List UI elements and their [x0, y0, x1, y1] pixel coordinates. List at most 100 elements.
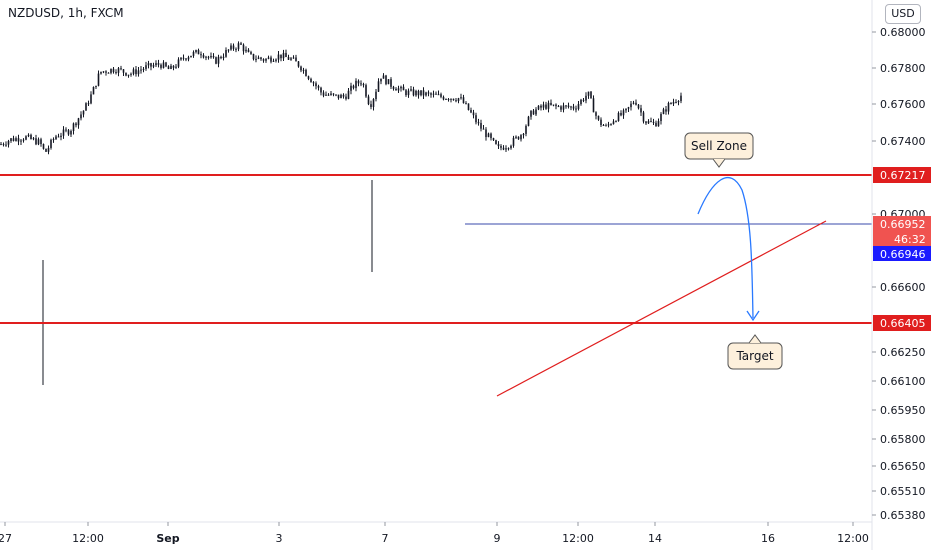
candle-body [137, 70, 140, 75]
candle-body [125, 72, 127, 76]
candle-body [237, 43, 240, 50]
currency-button[interactable]: USD [885, 4, 921, 24]
y-tick-label: 0.67600 [880, 98, 926, 111]
candle-body [657, 121, 660, 127]
candle-body [67, 130, 70, 135]
candle-body [337, 94, 340, 99]
candle-body [277, 54, 280, 60]
candle-body [65, 129, 67, 131]
candle-body [202, 55, 205, 58]
candle-body [180, 57, 182, 60]
candle-body [107, 72, 110, 74]
candle-body [525, 125, 527, 134]
candle-body [17, 138, 20, 142]
candle-body [157, 63, 160, 65]
candle-body [40, 139, 42, 144]
candle-body [467, 103, 470, 111]
candle-body [320, 87, 322, 93]
candle-body [140, 69, 142, 71]
arrow-head-icon [746, 310, 760, 322]
candle-body [442, 96, 445, 100]
candle-body [220, 56, 222, 59]
candle-body [395, 88, 397, 91]
trendline [496, 220, 827, 397]
candle-body [665, 109, 667, 112]
candle-body [607, 124, 610, 126]
candle-body [60, 135, 62, 138]
candle-body [250, 52, 252, 54]
candle-body [270, 57, 272, 62]
candle-body [425, 92, 427, 96]
candle-body [285, 52, 287, 57]
candle-body [215, 57, 217, 64]
x-tick-label: 12:00 [837, 532, 869, 545]
candle-body [120, 68, 122, 70]
candle-body [427, 92, 430, 94]
candle-body [462, 97, 465, 104]
candle-body [30, 134, 32, 139]
candle-body [487, 133, 490, 138]
candle-body [420, 90, 422, 96]
candle-body [82, 110, 85, 115]
y-tick-label: 0.68000 [880, 26, 926, 39]
candle-body [625, 108, 627, 111]
candle-body [325, 94, 327, 96]
candles-group [0, 41, 682, 385]
candle-body [502, 147, 505, 150]
candle-body [10, 138, 12, 141]
candle-body [147, 63, 150, 66]
candle-body [492, 138, 495, 141]
callout-text: Sell Zone [691, 139, 747, 153]
candle-body [192, 52, 195, 56]
candle-body [232, 45, 235, 49]
candle-body [597, 115, 600, 120]
price-tag-label: 46:32 [894, 233, 926, 246]
candle-body [35, 138, 37, 145]
candle-body [547, 102, 550, 109]
candle-body [20, 140, 22, 142]
candle-body [482, 128, 485, 130]
candle-body [290, 58, 292, 60]
candle-body [575, 108, 577, 110]
candle-body [7, 140, 10, 145]
candle-body [280, 54, 282, 59]
candle-body [405, 90, 407, 96]
candle-body [360, 83, 362, 85]
callout-tail [748, 334, 762, 344]
candle-body [365, 85, 367, 97]
y-tick-label: 0.67800 [880, 62, 926, 75]
candle-body [165, 62, 167, 67]
candle-body [490, 133, 492, 139]
x-tick-label: 9 [494, 532, 501, 545]
candle-body [445, 99, 447, 101]
candle-body [477, 122, 480, 124]
price-tag-bg [873, 216, 931, 231]
candle-body [247, 49, 250, 53]
candle-body [532, 110, 535, 115]
candle-body [592, 98, 595, 113]
candle-body [485, 129, 487, 138]
x-tick-label: Sep [156, 532, 179, 545]
candle-body [655, 122, 657, 127]
candle-body [432, 93, 435, 95]
candle-body [357, 80, 360, 84]
y-tick-label: 0.65950 [880, 404, 926, 417]
candle-body [102, 71, 105, 73]
candle-body [640, 108, 642, 113]
candle-body [85, 103, 87, 111]
candle-body [130, 73, 132, 75]
candle-body [305, 69, 307, 77]
candle-body [580, 99, 582, 105]
candle-body [382, 75, 385, 79]
candle-body [465, 103, 467, 105]
candle-body [515, 136, 517, 138]
candle-body [335, 94, 337, 96]
candle-body [410, 89, 412, 91]
candle-body [62, 129, 65, 136]
candle-body [235, 48, 237, 50]
candle-body [5, 144, 7, 146]
candle-body [70, 130, 72, 135]
candle-body [32, 138, 35, 140]
